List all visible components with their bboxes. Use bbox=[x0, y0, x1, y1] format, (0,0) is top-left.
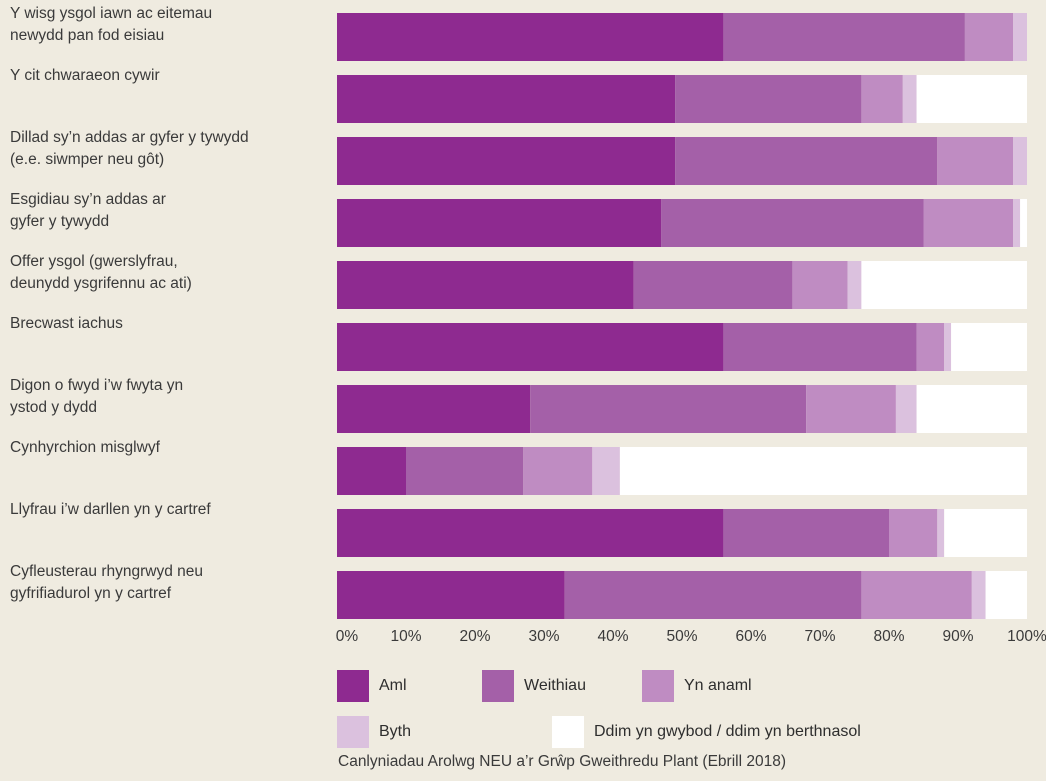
category-label: Y wisg ysgol iawn ac eitemau newydd pan … bbox=[10, 5, 213, 44]
legend-item: Weithiau bbox=[482, 670, 586, 702]
bar-segment-byth bbox=[592, 447, 620, 495]
bar-segment-aml bbox=[337, 75, 676, 123]
bar-segment-yn bbox=[861, 571, 972, 619]
bar-segment-aml bbox=[337, 323, 724, 371]
x-tick-label: 60% bbox=[735, 628, 767, 645]
legend-label: Weithiau bbox=[524, 677, 586, 694]
legend-label: Aml bbox=[379, 677, 407, 694]
bar-segment-ddim bbox=[944, 509, 1027, 557]
x-tick-label: 100% bbox=[1007, 628, 1046, 645]
legend-item: Byth bbox=[337, 716, 411, 748]
bar-segment-byth bbox=[895, 385, 917, 433]
legend-item: Aml bbox=[337, 670, 407, 702]
bar-segment-weithiau bbox=[723, 323, 917, 371]
bar-segment-aml bbox=[337, 199, 662, 247]
x-tick-label: 90% bbox=[942, 628, 974, 645]
x-tick-label: 10% bbox=[390, 628, 422, 645]
bar-segment-weithiau bbox=[661, 199, 924, 247]
legend-label: Byth bbox=[379, 723, 412, 740]
category-label: Dillad sy’n addas ar gyfer y tywydd (e.e… bbox=[10, 129, 249, 168]
bar-segment-aml bbox=[337, 571, 565, 619]
legend-item: Yn anaml bbox=[642, 670, 752, 702]
bar-segment-weithiau bbox=[406, 447, 524, 495]
bar-segment-weithiau bbox=[675, 75, 862, 123]
bar-segment-yn bbox=[889, 509, 938, 557]
bar-segment-weithiau bbox=[723, 13, 965, 61]
bar-segment-ddim bbox=[916, 75, 1027, 123]
category-label: Cynhyrchion misglwyf bbox=[10, 439, 160, 456]
bar-segment-weithiau bbox=[530, 385, 807, 433]
bar-segment-yn bbox=[523, 447, 593, 495]
bar-segment-byth bbox=[1013, 199, 1021, 247]
legend-swatch bbox=[337, 670, 369, 702]
legend-label: Yn anaml bbox=[684, 677, 752, 694]
bar-segment-ddim bbox=[985, 571, 1027, 619]
bar-segment-aml bbox=[337, 261, 634, 309]
x-tick-label: 30% bbox=[528, 628, 560, 645]
x-tick-label: 80% bbox=[873, 628, 905, 645]
bar-segment-aml bbox=[337, 137, 676, 185]
bar-segment-weithiau bbox=[675, 137, 938, 185]
bar-segment-aml bbox=[337, 509, 724, 557]
bar-segment-weithiau bbox=[564, 571, 862, 619]
bar-segment-yn bbox=[861, 75, 903, 123]
source-note: Canlyniadau Arolwg NEU a’r Grŵp Gweithre… bbox=[338, 753, 786, 770]
x-tick-label: 50% bbox=[666, 628, 698, 645]
bar-segment-weithiau bbox=[723, 509, 889, 557]
bar-segment-byth bbox=[971, 571, 986, 619]
legend-swatch bbox=[337, 716, 369, 748]
bar-segment-byth bbox=[902, 75, 917, 123]
bar-segment-yn bbox=[964, 13, 1014, 61]
legend-swatch bbox=[482, 670, 514, 702]
category-label: Digon o fwyd i’w fwyta yn ystod y dydd bbox=[10, 377, 184, 416]
category-label: Esgidiau sy’n addas ar gyfer y tywydd bbox=[10, 191, 166, 230]
category-label: Cyfleusterau rhyngrwyd neu gyfrifiadurol… bbox=[10, 563, 203, 602]
bar-segment-ddim bbox=[916, 385, 1027, 433]
bar-segment-yn bbox=[937, 137, 1014, 185]
bar-segment-aml bbox=[337, 447, 406, 495]
bar-segment-yn bbox=[923, 199, 1014, 247]
bar-segment-weithiau bbox=[633, 261, 793, 309]
bar-segment-ddim bbox=[861, 261, 1027, 309]
legend-swatch bbox=[552, 716, 584, 748]
bar-segment-yn bbox=[792, 261, 848, 309]
x-tick-label: 40% bbox=[597, 628, 629, 645]
bar-segment-byth bbox=[1013, 137, 1027, 185]
bar-segment-byth bbox=[1013, 13, 1027, 61]
bar-segment-aml bbox=[337, 13, 724, 61]
category-label: Llyfrau i’w darllen yn y cartref bbox=[10, 501, 211, 518]
bar-segment-ddim bbox=[951, 323, 1027, 371]
category-label: Y cit chwaraeon cywir bbox=[10, 67, 160, 84]
legend-item: Ddim yn gwybod / ddim yn berthnasol bbox=[552, 716, 861, 748]
legend-label: Ddim yn gwybod / ddim yn berthnasol bbox=[594, 723, 861, 740]
category-label: Offer ysgol (gwerslyfrau, deunydd ysgrif… bbox=[10, 253, 192, 292]
x-tick-label: 0% bbox=[335, 628, 359, 645]
bar-segment-byth bbox=[944, 323, 952, 371]
bar-segment-yn bbox=[916, 323, 945, 371]
legend-swatch bbox=[642, 670, 674, 702]
bar-segment-aml bbox=[337, 385, 531, 433]
category-label: Brecwast iachus bbox=[10, 315, 123, 332]
x-tick-label: 20% bbox=[459, 628, 491, 645]
bar-segment-yn bbox=[806, 385, 896, 433]
bar-segment-byth bbox=[937, 509, 945, 557]
x-tick-label: 70% bbox=[804, 628, 836, 645]
bar-segment-byth bbox=[847, 261, 862, 309]
bar-segment-ddim bbox=[619, 447, 1027, 495]
bar-segment-ddim bbox=[1020, 199, 1027, 247]
